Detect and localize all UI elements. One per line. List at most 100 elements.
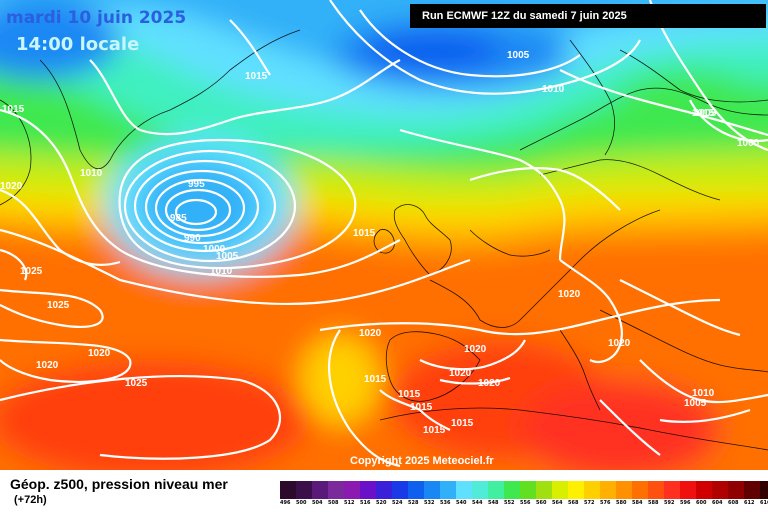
scale-value: 524 <box>392 500 403 506</box>
scale-value: 600 <box>696 500 707 506</box>
isobar-label: 1020 <box>36 360 59 371</box>
isobar-label: 1010 <box>692 388 715 399</box>
forecast-time: 14:00 locale <box>16 34 140 55</box>
isobar-label: 1025 <box>20 266 43 277</box>
scale-value: 544 <box>472 500 483 506</box>
scale-cell: 600 <box>696 481 712 506</box>
isobar-label: 1020 <box>88 348 111 359</box>
scale-cell: 584 <box>632 481 648 506</box>
coastlines <box>0 29 768 451</box>
isobar-label: 1010 <box>542 84 565 95</box>
isobar-label: 1020 <box>359 328 382 339</box>
scale-cell: 580 <box>616 481 632 506</box>
scale-value: 504 <box>312 500 323 506</box>
scale-cell: 588 <box>648 481 664 506</box>
scale-cell: 560 <box>536 481 552 506</box>
scale-value: 608 <box>728 500 739 506</box>
isobar-label: 1005 <box>507 50 530 61</box>
scale-cell: 524 <box>392 481 408 506</box>
scale-cell: 508 <box>328 481 344 506</box>
isobar-label: 1005 <box>694 108 717 119</box>
scale-value: 548 <box>488 500 499 506</box>
forecast-date: mardi 10 juin 2025 <box>6 8 187 28</box>
scale-cell: 540 <box>456 481 472 506</box>
scale-cell: 616 <box>760 481 768 506</box>
isobar-label: 1015 <box>2 104 25 115</box>
isobar-label: 1015 <box>423 425 446 436</box>
isobar-labels: 1015101510051010101510101005100099598599… <box>0 50 760 436</box>
scale-value: 604 <box>712 500 723 506</box>
scale-value: 536 <box>440 500 451 506</box>
scale-value: 532 <box>424 500 435 506</box>
isobar-label: 995 <box>188 179 205 190</box>
copyright: Copyright 2025 Meteociel.fr <box>350 455 494 467</box>
scale-value: 520 <box>376 500 387 506</box>
scale-cell: 556 <box>520 481 536 506</box>
scale-cell: 500 <box>296 481 312 506</box>
isobar-label: 1020 <box>608 338 631 349</box>
scale-cell: 532 <box>424 481 440 506</box>
scale-value: 516 <box>360 500 371 506</box>
scale-value: 584 <box>632 500 643 506</box>
scale-value: 588 <box>648 500 659 506</box>
isobar-label: 1015 <box>364 374 387 385</box>
forecast-step: (+72h) <box>14 494 47 506</box>
scale-value: 556 <box>520 500 531 506</box>
scale-value: 596 <box>680 500 691 506</box>
scale-value: 576 <box>600 500 611 506</box>
isobars <box>0 0 768 466</box>
scale-cell: 548 <box>488 481 504 506</box>
scale-cell: 564 <box>552 481 568 506</box>
geopotential-map: 1015101510051010101510101005100099598599… <box>0 0 768 470</box>
isobar-label: 990 <box>184 233 201 244</box>
run-info: Run ECMWF 12Z du samedi 7 juin 2025 <box>410 4 766 28</box>
scale-value: 592 <box>664 500 675 506</box>
scale-value: 512 <box>344 500 355 506</box>
isobar-label: 1010 <box>80 168 103 179</box>
scale-cell: 568 <box>568 481 584 506</box>
isobar-label: 1010 <box>210 266 233 277</box>
scale-value: 540 <box>456 500 467 506</box>
scale-cell: 596 <box>680 481 696 506</box>
scale-cell: 592 <box>664 481 680 506</box>
scale-value: 612 <box>744 500 755 506</box>
scale-cell: 516 <box>360 481 376 506</box>
scale-cell: 520 <box>376 481 392 506</box>
isobar-label: 1015 <box>692 108 715 119</box>
legend-footer: Géop. z500, pression niveau mer (+72h) 4… <box>0 470 768 512</box>
isobar-label: 1005 <box>684 398 707 409</box>
isobar-label: 1025 <box>125 378 148 389</box>
scale-cell: 504 <box>312 481 328 506</box>
scale-value: 508 <box>328 500 339 506</box>
scale-value: 528 <box>408 500 419 506</box>
scale-value: 572 <box>584 500 595 506</box>
scale-value: 616 <box>760 500 768 506</box>
isobar-label: 1025 <box>47 300 70 311</box>
isobar-label: 1005 <box>216 251 239 262</box>
isobar-label: 1020 <box>478 378 501 389</box>
isobar-label: 1015 <box>353 228 376 239</box>
scale-cell: 608 <box>728 481 744 506</box>
isobar-label: 1020 <box>449 368 472 379</box>
scale-cell: 612 <box>744 481 760 506</box>
scale-cell: 572 <box>584 481 600 506</box>
scale-value: 568 <box>568 500 579 506</box>
scale-value: 580 <box>616 500 627 506</box>
scale-cell: 512 <box>344 481 360 506</box>
isobar-label: 1020 <box>0 181 23 192</box>
scale-value: 552 <box>504 500 515 506</box>
isobar-label: 1000 <box>737 138 760 149</box>
scale-cell: 544 <box>472 481 488 506</box>
isobar-label: 985 <box>170 213 187 224</box>
scale-value: 560 <box>536 500 547 506</box>
isobar-label: 1020 <box>558 289 581 300</box>
scale-cell: 576 <box>600 481 616 506</box>
isobar-label: 1020 <box>464 344 487 355</box>
scale-cell: 496 <box>280 481 296 506</box>
isobar-label: 1015 <box>451 418 474 429</box>
color-scale: 496 500 504 508 512 516 520 524 528 532 536 540 544 5… <box>280 481 768 506</box>
isobar-label: 1015 <box>410 402 433 413</box>
scale-value: 496 <box>280 500 291 506</box>
scale-value: 500 <box>296 500 307 506</box>
scale-value: 564 <box>552 500 563 506</box>
